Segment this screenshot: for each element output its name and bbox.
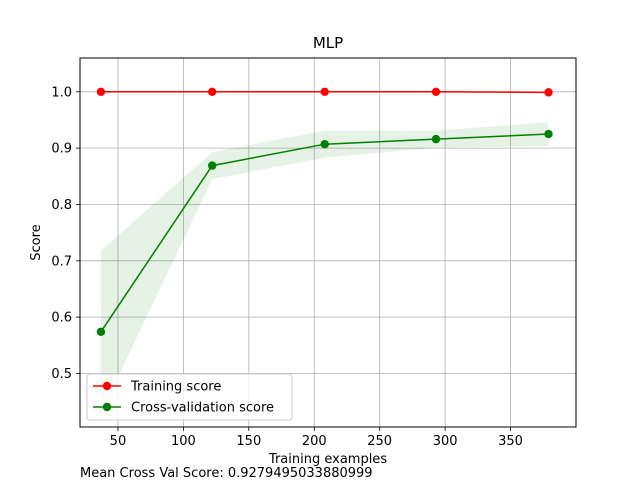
y-axis-label: Score: [29, 224, 44, 260]
x-tick-label: 250: [367, 434, 392, 449]
training-score-legend-label: Training score: [130, 380, 221, 395]
x-tick-label: 350: [498, 434, 523, 449]
x-axis-label: Training examples: [268, 452, 387, 467]
y-tick-label: 0.9: [51, 142, 72, 157]
cross-validation-score-point: [431, 134, 441, 144]
x-tick-label: 50: [110, 434, 127, 449]
y-tick-label: 0.5: [51, 367, 72, 382]
cross-validation-score-band: [100, 122, 549, 413]
y-tick-label: 0.6: [51, 311, 72, 326]
y-tick-label: 0.7: [51, 254, 72, 269]
series-lines: [96, 87, 553, 336]
cross-validation-score-legend-label: Cross-validation score: [131, 401, 274, 416]
cross-validation-score-point: [207, 161, 217, 170]
y-tick-label: 0.8: [51, 198, 72, 213]
x-tick-label: 150: [236, 434, 261, 449]
confidence-bands: [100, 91, 549, 413]
cross-validation-score-point: [96, 327, 106, 336]
training-score-legend-marker: [102, 381, 112, 391]
cross-validation-score-point: [544, 129, 553, 139]
x-tick-label: 200: [302, 434, 327, 449]
y-tick-label: 1.0: [51, 85, 72, 100]
legend: Training score Cross-validation score: [86, 373, 293, 421]
cross-validation-score-legend-marker: [102, 402, 112, 412]
x-tick-label: 100: [171, 434, 196, 449]
training-score-point: [96, 87, 106, 97]
axis-ticks: 50 100 150 200 250 300 350 0.5 0.6 0.7 0.8 0.9 1.0: [51, 85, 523, 449]
legend-box: [86, 373, 293, 421]
x-tick-label: 300: [433, 434, 458, 449]
training-score-point: [544, 88, 553, 97]
training-score-point: [431, 87, 441, 97]
mean-cv-score-footnote: Mean Cross Val Score: 0.9279495033880999: [80, 466, 373, 481]
training-score-point: [207, 87, 217, 97]
chart-title: MLP: [313, 34, 343, 52]
plot-frame: [79, 57, 577, 428]
training-score-point: [320, 87, 329, 97]
cross-validation-score-point: [320, 139, 329, 149]
